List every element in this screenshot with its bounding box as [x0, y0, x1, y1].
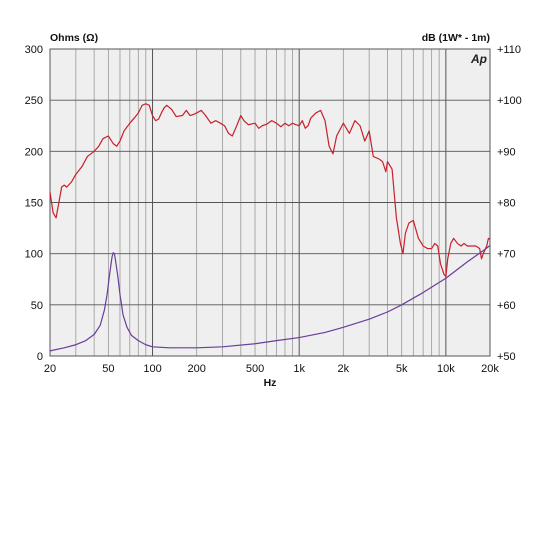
x-tick-label: 10k	[437, 363, 455, 375]
x-axis-label: Hz	[264, 377, 277, 389]
x-tick-label: 500	[246, 363, 264, 375]
x-tick-label: 200	[187, 363, 205, 375]
right-tick-label: +110	[497, 44, 521, 56]
left-tick-label: 200	[25, 146, 43, 158]
x-tick-label: 2k	[338, 363, 350, 375]
x-tick-label: 20	[44, 363, 56, 375]
impedance-line	[49, 245, 491, 352]
left-tick-label: 250	[25, 95, 43, 107]
left-tick-label: 50	[31, 300, 43, 312]
right-tick-label: +70	[497, 249, 516, 261]
spl-response-line	[49, 103, 491, 278]
right-axis-label: dB (1W* - 1m)	[422, 32, 490, 44]
right-tick-label: +80	[497, 198, 516, 210]
left-tick-label: 150	[25, 198, 43, 210]
left-tick-label: 100	[25, 249, 43, 261]
right-tick-label: +50	[497, 351, 516, 363]
series-lines	[49, 103, 491, 352]
right-tick-labels: +50 +60 +70 +80 +90 +100 +110	[497, 44, 522, 363]
x-tick-label: 5k	[396, 363, 408, 375]
left-tick-labels: 0 50 100 150 200 250 300	[25, 44, 43, 363]
x-tick-label: 1k	[293, 363, 305, 375]
logo-mark: Ap	[470, 52, 487, 66]
left-tick-label: 0	[37, 351, 43, 363]
right-tick-label: +60	[497, 300, 516, 312]
x-tick-labels: 20 50 100 200 500 1k 2k 5k 10k 20k	[44, 363, 499, 375]
x-tick-label: 100	[143, 363, 161, 375]
x-tick-label: 50	[102, 363, 114, 375]
plot-border	[49, 48, 491, 357]
left-tick-label: 300	[25, 44, 43, 56]
x-tick-label: 20k	[481, 363, 499, 375]
right-tick-label: +100	[497, 95, 522, 107]
left-axis-label: Ohms (Ω)	[50, 32, 98, 44]
right-tick-label: +90	[497, 146, 516, 158]
